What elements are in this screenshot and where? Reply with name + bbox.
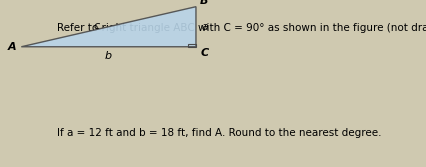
Text: Refer to right triangle ABC with C = 90° as shown in the figure (not drawn to sc: Refer to right triangle ABC with C = 90°… [57, 23, 426, 33]
Text: b: b [105, 51, 112, 61]
Text: a: a [201, 22, 208, 32]
Text: A: A [8, 42, 16, 52]
Text: If a = 12 ft and b = 18 ft, find A. Round to the nearest degree.: If a = 12 ft and b = 18 ft, find A. Roun… [57, 128, 382, 138]
Text: c: c [93, 21, 99, 31]
Text: B: B [199, 0, 208, 6]
Text: C: C [200, 48, 208, 58]
